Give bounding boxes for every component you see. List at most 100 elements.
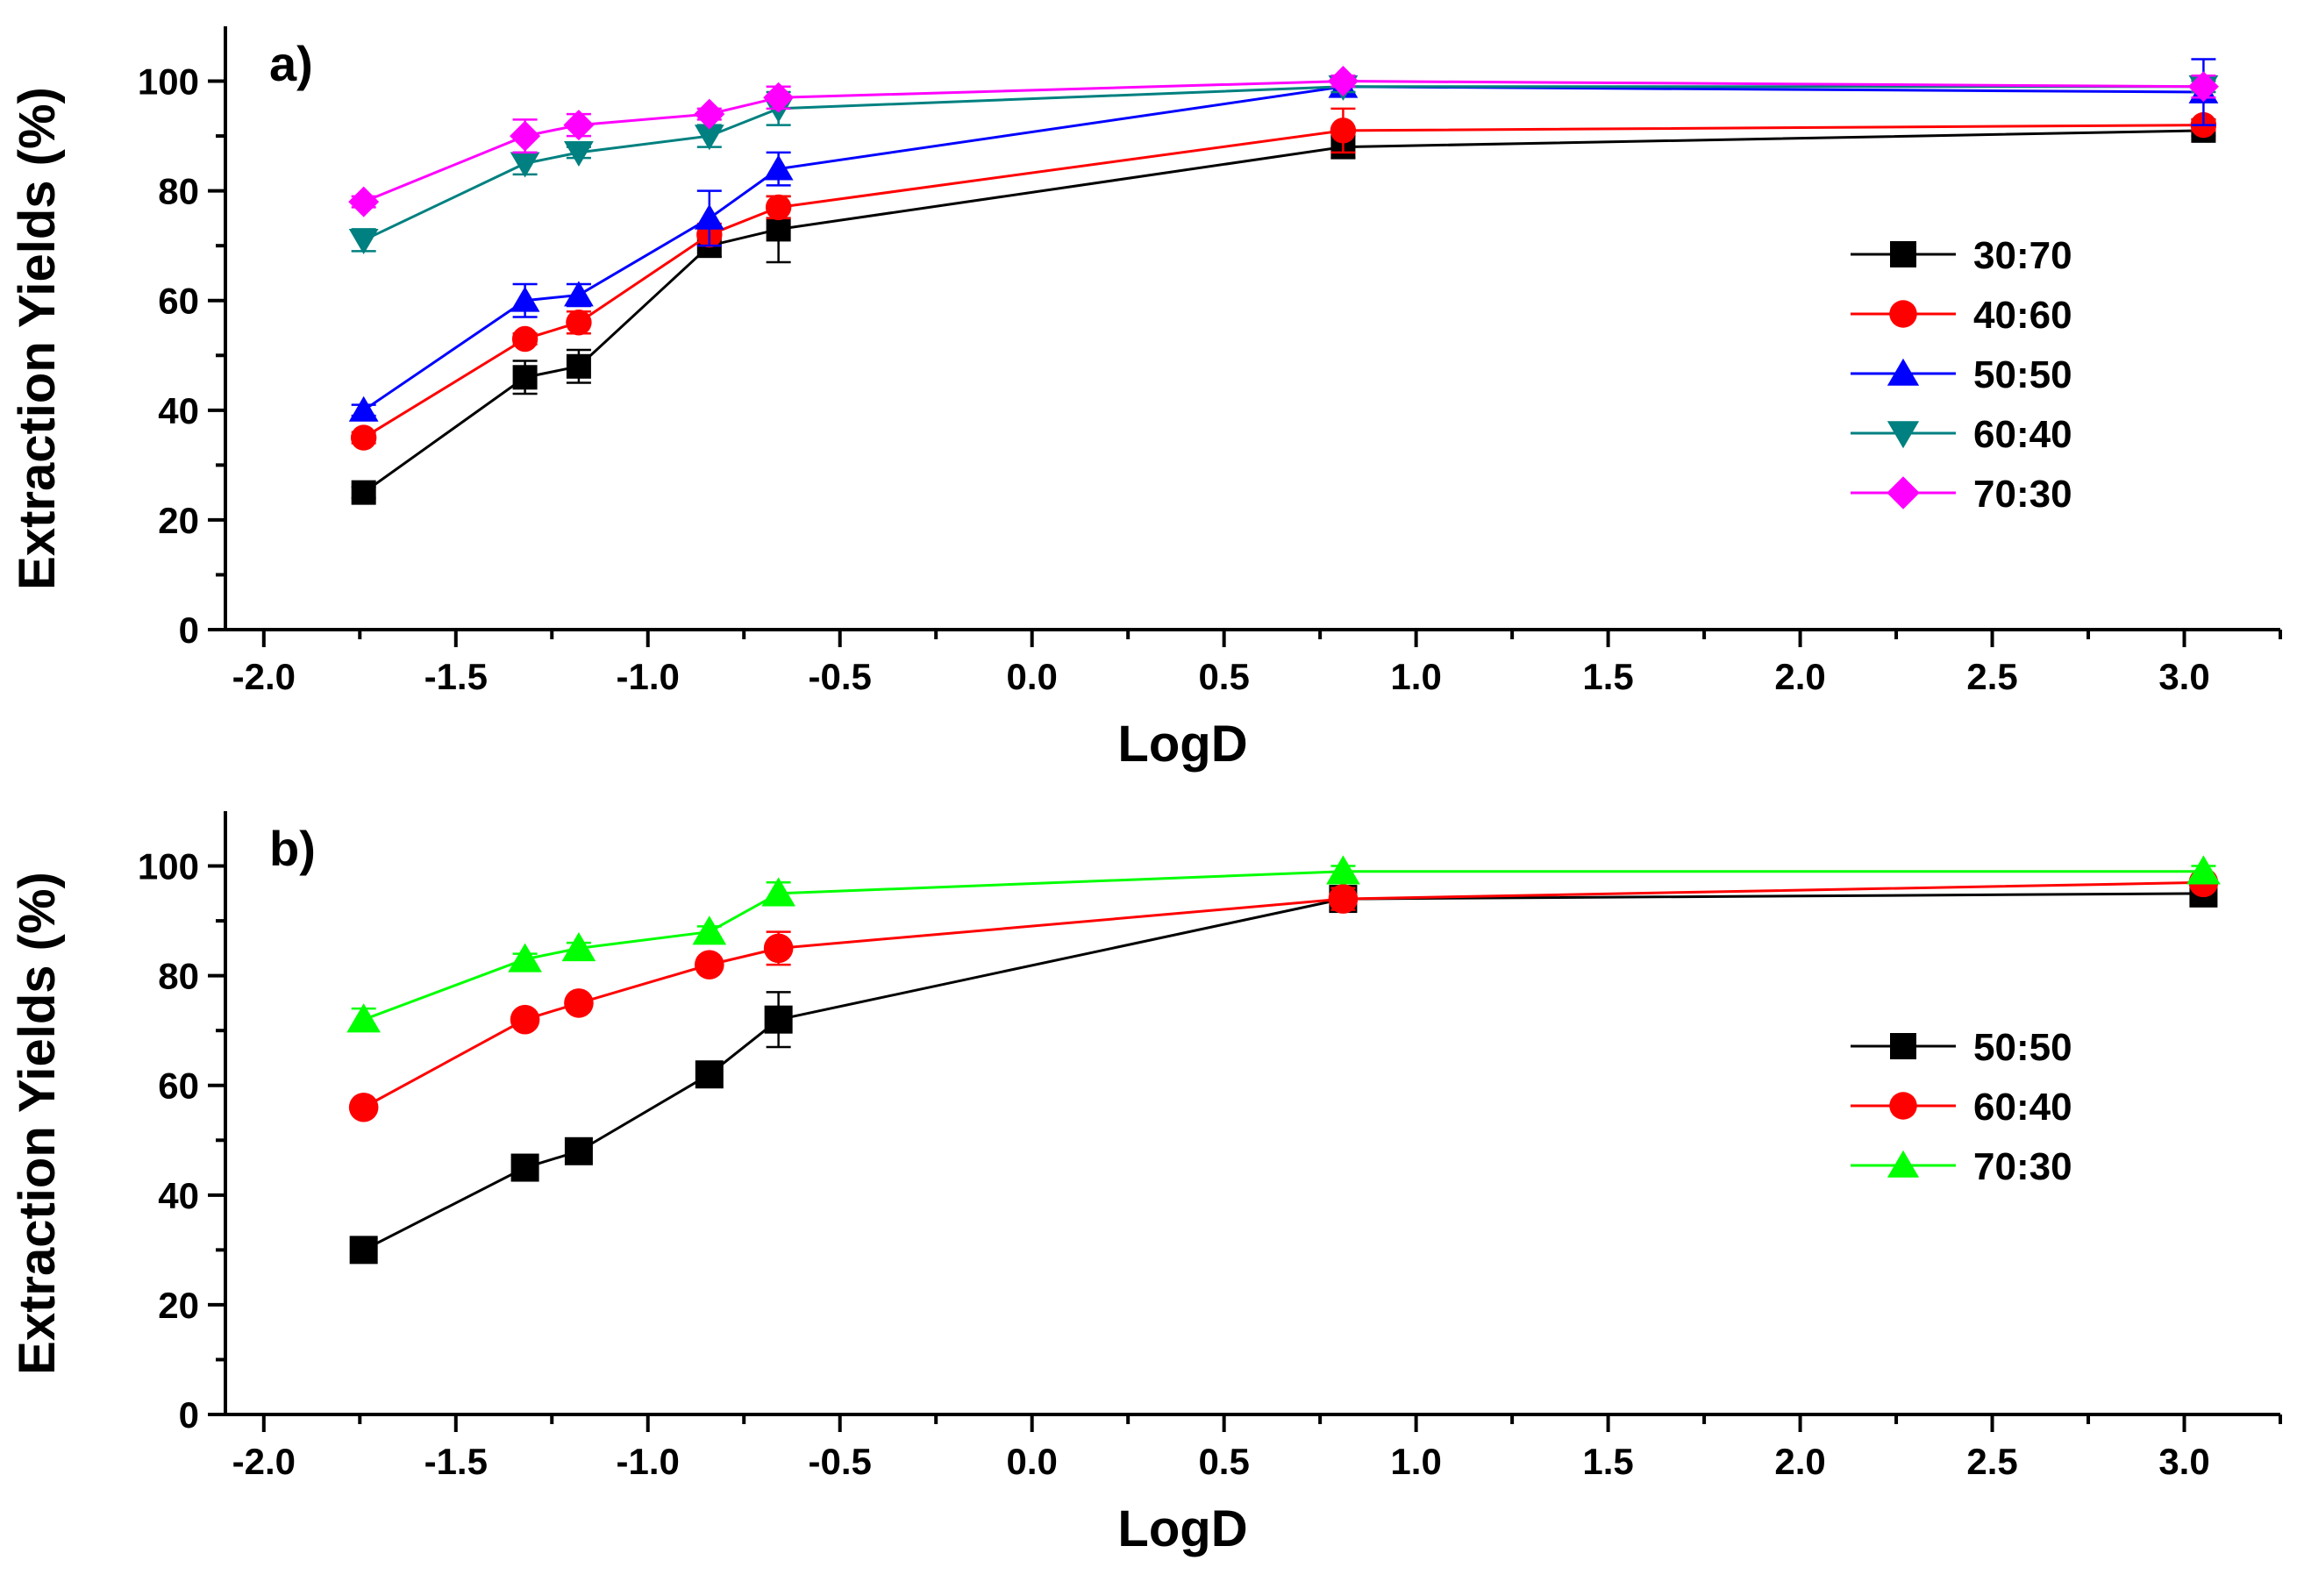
x-tick-label: 2.0	[1774, 656, 1825, 697]
data-point	[763, 933, 794, 964]
legend-marker	[1887, 1150, 1920, 1178]
x-axis-title: LogD	[1117, 716, 1247, 773]
legend-marker	[1887, 476, 1920, 509]
x-tick-label: 1.5	[1582, 656, 1633, 697]
data-point	[766, 217, 791, 242]
data-point	[694, 125, 724, 151]
legend-label: 40:60	[1973, 294, 2072, 337]
legend-label: 70:30	[1973, 1145, 2072, 1188]
legend-marker	[1890, 1033, 1916, 1059]
x-tick-label: 2.5	[1966, 1441, 2017, 1482]
x-tick-label: -2.0	[232, 656, 296, 697]
data-point	[510, 1153, 539, 1182]
series-60-40	[348, 75, 2219, 255]
x-tick-label: 1.0	[1390, 656, 1441, 697]
data-point	[564, 140, 594, 167]
x-tick-label: -1.5	[424, 1441, 488, 1482]
data-point	[510, 286, 540, 312]
x-tick-label: 2.5	[1966, 656, 2017, 697]
legend-item-50-50: 50:50	[1851, 1026, 2072, 1069]
series-line	[362, 892, 2204, 1251]
series-line	[362, 129, 2204, 494]
series-50-50	[349, 879, 2218, 1265]
data-point	[694, 203, 724, 230]
data-point	[695, 1060, 724, 1089]
data-point	[351, 480, 376, 505]
data-point	[566, 310, 592, 336]
series-line	[362, 880, 2204, 1109]
x-tick-label: 0.0	[1006, 1441, 1057, 1482]
data-point	[348, 186, 380, 217]
x-tick-label: 0.5	[1198, 1441, 1249, 1482]
legend-item-60-40: 60:40	[1851, 413, 2072, 456]
series-50-50	[348, 58, 2219, 422]
y-axis-title: Extraction Yields (%)	[9, 872, 66, 1375]
data-point	[564, 281, 594, 307]
data-point	[1327, 66, 1359, 97]
legend-item-40-60: 40:60	[1851, 294, 2072, 337]
series-40-60	[350, 107, 2217, 451]
y-tick-label: 80	[158, 171, 199, 212]
data-point	[1328, 884, 1359, 914]
x-tick-label: -2.0	[232, 1441, 296, 1482]
legend-label: 60:40	[1973, 413, 2072, 456]
data-point	[2187, 71, 2219, 103]
data-point	[346, 1003, 381, 1033]
data-point	[764, 1005, 793, 1034]
series-60-40	[348, 867, 2219, 1122]
data-point	[763, 154, 794, 181]
data-point	[566, 353, 591, 379]
legend-label: 70:30	[1973, 473, 2072, 516]
y-tick-label: 100	[138, 61, 199, 103]
series-line	[362, 124, 2204, 439]
x-tick-label: 3.0	[2158, 1441, 2209, 1482]
x-tick-label: 0.0	[1006, 656, 1057, 697]
x-tick-label: -1.5	[424, 656, 488, 697]
x-tick-label: -1.0	[617, 1441, 680, 1482]
x-tick-label: -1.0	[617, 656, 680, 697]
y-tick-label: 80	[158, 956, 199, 997]
legend-item-70-30: 70:30	[1851, 1145, 2072, 1188]
series-70-30	[346, 855, 2221, 1033]
legend-item-50-50: 50:50	[1851, 353, 2072, 396]
legend-label: 60:40	[1973, 1086, 2072, 1129]
data-point	[510, 1004, 540, 1035]
legend-item-60-40: 60:40	[1851, 1086, 2072, 1129]
series-line	[363, 870, 2204, 1022]
legend-label: 50:50	[1973, 1026, 2072, 1069]
legend-label: 50:50	[1973, 353, 2072, 396]
data-point	[348, 1092, 379, 1122]
series-70-30	[348, 66, 2219, 217]
data-point	[510, 120, 541, 152]
data-point	[348, 395, 379, 422]
data-point	[510, 152, 540, 178]
x-tick-label: -0.5	[809, 656, 872, 697]
legend-marker	[1889, 1092, 1917, 1120]
legend-marker	[1887, 358, 1920, 386]
y-tick-label: 60	[158, 1065, 199, 1107]
data-point	[564, 988, 594, 1018]
y-tick-label: 60	[158, 281, 199, 322]
panel-label: b)	[269, 821, 316, 876]
legend-item-30-70: 30:70	[1851, 234, 2072, 277]
data-point	[761, 877, 795, 907]
data-point	[765, 194, 792, 221]
data-point	[508, 943, 542, 973]
panel-label: a)	[269, 36, 313, 91]
y-tick-label: 40	[158, 1175, 199, 1216]
y-axis-title: Extraction Yields (%)	[9, 87, 66, 590]
data-point	[2186, 855, 2221, 885]
data-point	[695, 950, 724, 980]
legend-label: 30:70	[1973, 234, 2072, 277]
panel-a: -2.0 -1.5 -1.0 -0.5 0.0 0.5 1.0 1.5 2.0 2.5 3.0 0 20…	[9, 26, 2282, 773]
x-axis-title: LogD	[1117, 1500, 1247, 1557]
series-line	[363, 80, 2204, 203]
y-tick-label: 20	[158, 500, 199, 541]
y-tick-label: 0	[179, 1394, 199, 1436]
series-line	[363, 85, 2204, 242]
data-point	[763, 82, 795, 113]
x-tick-label: -0.5	[809, 1441, 872, 1482]
x-tick-label: 3.0	[2158, 656, 2209, 697]
legend-item-70-30: 70:30	[1851, 473, 2072, 516]
